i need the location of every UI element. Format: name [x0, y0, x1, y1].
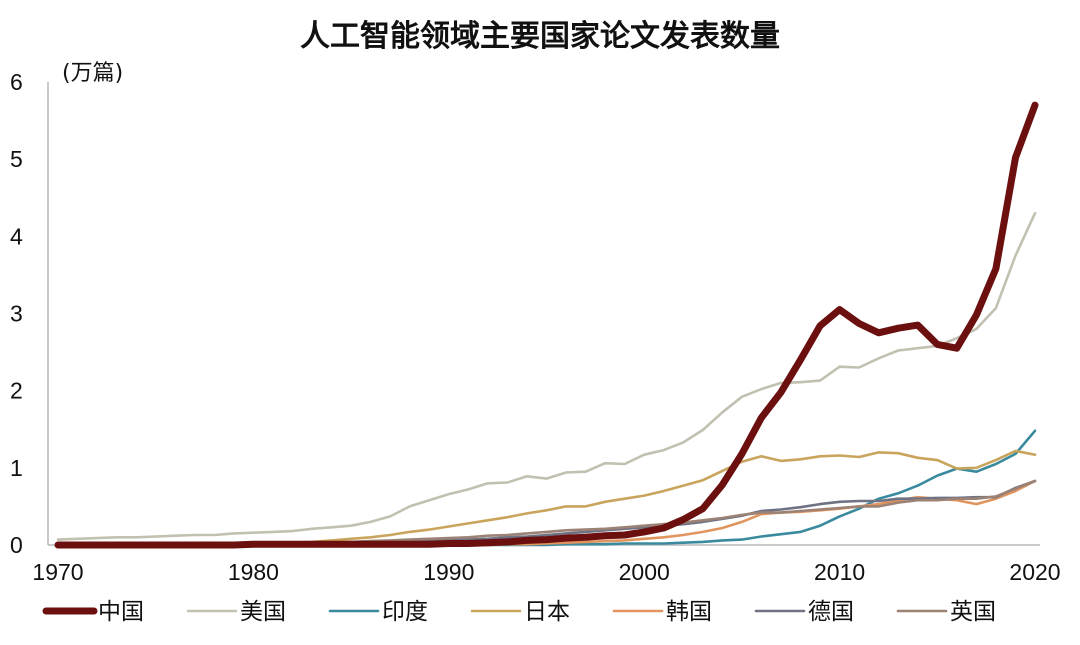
legend-label: 印度 — [382, 599, 428, 625]
y-tick-label: 3 — [10, 301, 23, 327]
legend-label: 英国 — [950, 599, 996, 625]
legend: 中国 美国 印度 日本 韩国 德国 英国 — [42, 599, 996, 625]
legend-label: 日本 — [524, 599, 570, 625]
y-tick-label: 4 — [10, 223, 23, 249]
y-tick-label: 5 — [10, 146, 23, 172]
chart-title: 人工智能领域主要国家论文发表数量 — [300, 19, 780, 54]
legend-label: 德国 — [808, 599, 854, 625]
series-line-3 — [56, 429, 1037, 547]
y-tick-label: 6 — [10, 69, 23, 95]
series-line-1 — [54, 101, 1039, 549]
legend-label: 美国 — [240, 599, 286, 625]
x-tick-label: 1970 — [32, 559, 83, 585]
unit-label: (万篇) — [62, 61, 123, 86]
axes: 0 1 2 3 4 5 6 1970 1980 1990 2000 2010 2020 — [10, 69, 1061, 585]
y-tick-label: 1 — [10, 455, 23, 481]
x-tick-label: 1980 — [228, 559, 279, 585]
y-tick-label: 2 — [10, 378, 23, 404]
legend-label: 韩国 — [666, 599, 712, 625]
x-tick-label: 1990 — [423, 559, 474, 585]
x-tick-label: 2010 — [814, 559, 865, 585]
series-layer — [54, 101, 1039, 549]
series-line-2 — [56, 211, 1037, 541]
x-tick-label: 2020 — [1009, 559, 1060, 585]
legend-label: 中国 — [98, 599, 144, 625]
y-tick-label: 0 — [10, 532, 23, 558]
x-tick-label: 2000 — [619, 559, 670, 585]
